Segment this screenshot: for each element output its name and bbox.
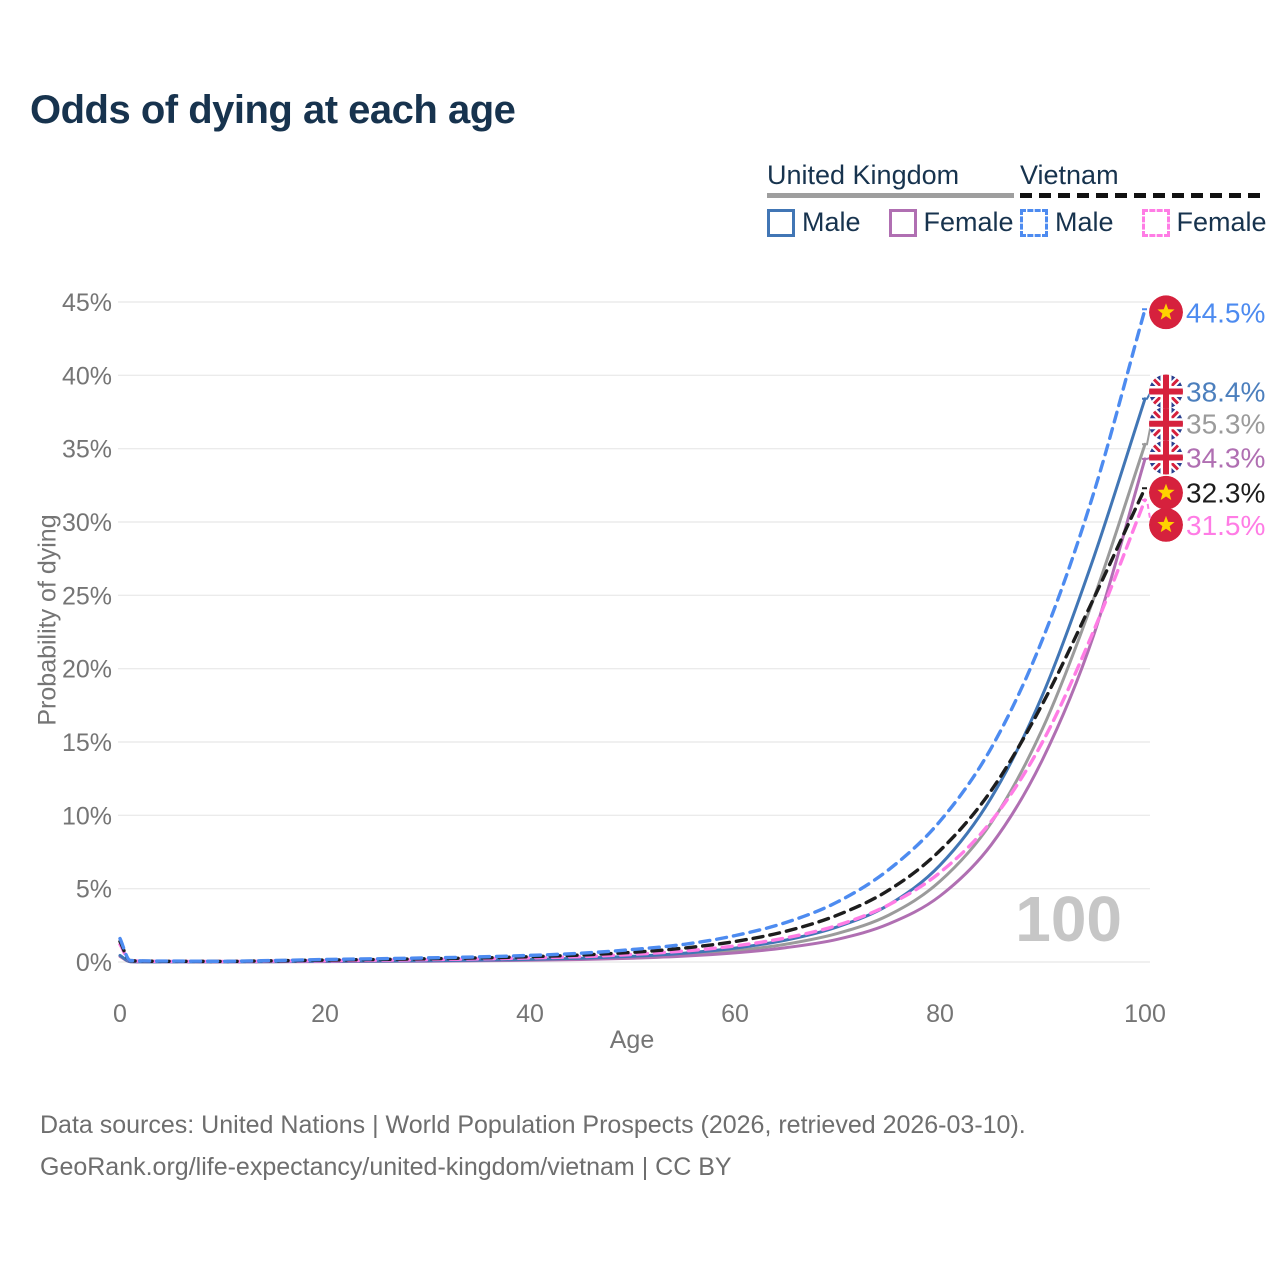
legend-group-vietnam: Vietnam Male Female	[1020, 160, 1267, 238]
uk-flag-icon	[1149, 374, 1183, 409]
legend-label-vn-male: Male	[1055, 207, 1114, 237]
footer-data-sources: Data sources: United Nations | World Pop…	[40, 1111, 1026, 1139]
uk-flag-icon	[1149, 440, 1183, 475]
footer-attribution-link: GeoRank.org/life-expectancy/united-kingd…	[40, 1153, 732, 1181]
end-value-label-vietnam-female: 31.5%	[1186, 510, 1265, 541]
y-tick-label: 5%	[76, 876, 112, 904]
y-tick-label: 20%	[62, 656, 112, 684]
x-axis-title: Age	[609, 1026, 655, 1054]
end-value-label-united-kingdom-female: 34.3%	[1186, 442, 1265, 473]
legend-underline-vietnam	[1020, 193, 1267, 198]
x-tick-label: 100	[1124, 1000, 1166, 1028]
footer: Data sources: United Nations | World Pop…	[40, 1104, 1026, 1188]
age-watermark: 100	[1015, 883, 1122, 955]
y-tick-label: 30%	[62, 509, 112, 537]
series-line-united-kingdom-female	[118, 457, 1147, 964]
vietnam-flag-icon	[1149, 295, 1183, 330]
series-line-vietnam-female	[118, 498, 1147, 964]
y-tick-label: 35%	[62, 436, 112, 464]
x-tick-label: 80	[926, 1000, 954, 1028]
end-value-label-united-kingdom-male: 38.4%	[1186, 376, 1265, 407]
vn-male-swatch-icon	[1020, 208, 1048, 237]
legend-item-vn-male[interactable]: Male	[1020, 207, 1114, 238]
legend-label-vn-female: Female	[1176, 207, 1267, 237]
x-tick-label: 40	[516, 1000, 544, 1028]
legend-item-uk-female[interactable]: Female	[888, 207, 1014, 238]
legend-underline-united-kingdom	[767, 193, 1014, 198]
uk-flag-icon	[1149, 406, 1183, 441]
x-tick-label: 0	[113, 1000, 127, 1028]
y-tick-label: 10%	[62, 802, 112, 830]
legend-title-vietnam: Vietnam	[1020, 160, 1119, 190]
end-value-label-vietnam-male: 44.5%	[1186, 297, 1265, 328]
vn-female-swatch-icon	[1141, 208, 1170, 237]
legend-label-uk-male: Male	[802, 207, 861, 237]
legend-item-vn-female[interactable]: Female	[1141, 207, 1267, 238]
y-tick-label: 0%	[76, 949, 112, 977]
legend-label-uk-female: Female	[923, 207, 1014, 237]
series-line-vietnam-total	[118, 486, 1147, 964]
x-tick-label: 20	[311, 1000, 339, 1028]
legend-title-united-kingdom: United Kingdom	[767, 160, 960, 190]
vietnam-flag-icon	[1149, 475, 1183, 510]
uk-male-swatch-icon	[767, 208, 795, 237]
legend-group-united-kingdom: United Kingdom Male Female	[767, 160, 1014, 238]
y-tick-label: 15%	[62, 729, 112, 757]
legend-item-uk-male[interactable]: Male	[767, 207, 861, 238]
x-tick-label: 60	[721, 1000, 749, 1028]
y-tick-label: 45%	[62, 289, 112, 317]
end-value-label-vietnam-total: 32.3%	[1186, 478, 1265, 509]
series-line-vietnam-male	[118, 307, 1147, 964]
y-tick-label: 40%	[62, 362, 112, 390]
uk-female-swatch-icon	[888, 208, 917, 237]
series-line-united-kingdom-male	[118, 397, 1147, 964]
end-value-label-united-kingdom-total: 35.3%	[1186, 409, 1265, 440]
page-title: Odds of dying at each age	[30, 88, 516, 132]
vietnam-flag-icon	[1149, 507, 1183, 542]
y-tick-label: 25%	[62, 582, 112, 610]
